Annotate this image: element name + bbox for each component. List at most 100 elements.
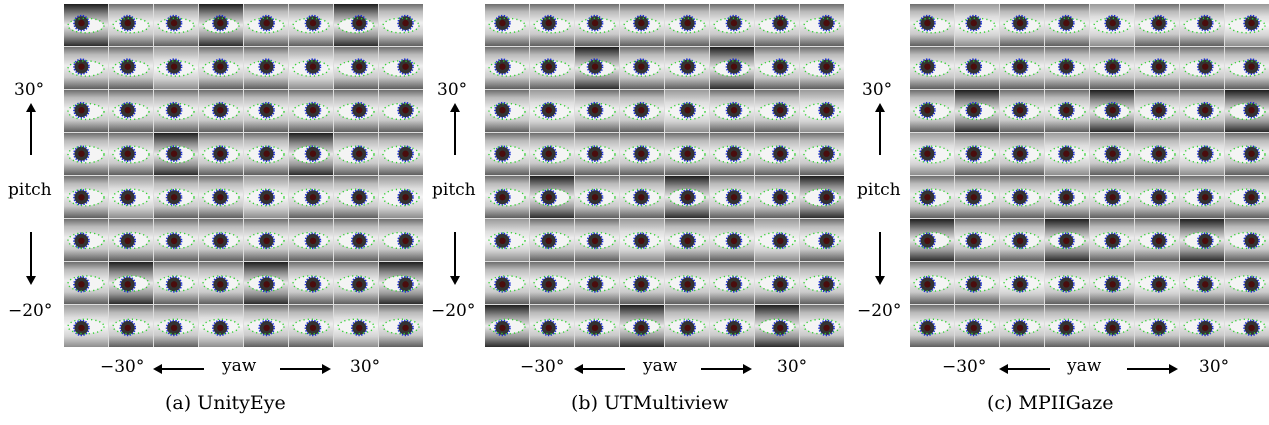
eye-image bbox=[1048, 145, 1086, 164]
eye-image bbox=[382, 275, 420, 293]
eye-image-cell bbox=[910, 305, 954, 347]
eye-image-cell bbox=[1090, 305, 1134, 347]
eye-image-cell bbox=[1045, 90, 1089, 132]
pitch-axis-label: pitch bbox=[432, 180, 476, 200]
eye-image bbox=[668, 275, 706, 293]
eye-image bbox=[488, 145, 526, 164]
eye-image bbox=[1138, 101, 1176, 121]
panel-mpiigaze: 30° pitch −20° −30° yaw 30° (c) MPIIGaze bbox=[847, 0, 1269, 425]
eye-image bbox=[1048, 101, 1086, 121]
eye-image bbox=[1048, 318, 1086, 337]
eye-image bbox=[578, 101, 616, 121]
yaw-axis-label: yaw bbox=[1067, 356, 1102, 376]
eye-image bbox=[1003, 318, 1041, 337]
eye-image bbox=[913, 101, 951, 121]
eye-image-cell bbox=[1180, 90, 1224, 132]
eye-image bbox=[623, 318, 661, 337]
eye-image-cell bbox=[530, 47, 574, 89]
eye-image bbox=[623, 188, 661, 207]
eye-image-cell bbox=[910, 176, 954, 218]
eye-image bbox=[202, 101, 240, 121]
eye-image bbox=[1003, 231, 1041, 250]
eye-image-cell bbox=[530, 90, 574, 132]
eye-image-cell bbox=[755, 90, 799, 132]
eye-image-cell bbox=[109, 219, 153, 261]
eye-image bbox=[202, 231, 240, 250]
eye-image bbox=[758, 275, 796, 293]
eye-image-cell bbox=[64, 219, 108, 261]
eye-image-cell bbox=[109, 90, 153, 132]
arrow-up-icon bbox=[875, 103, 885, 112]
eye-image bbox=[1003, 145, 1041, 164]
eye-image-cell bbox=[1180, 4, 1224, 46]
eye-image bbox=[1183, 275, 1221, 293]
eye-image-cell bbox=[710, 305, 754, 347]
eye-image-cell bbox=[620, 4, 664, 46]
caption-unityeye: (a) UnityEye bbox=[165, 392, 286, 414]
eye-image-cell bbox=[154, 47, 198, 89]
eye-image-cell bbox=[485, 262, 529, 304]
eye-image-cell bbox=[1090, 262, 1134, 304]
eye-image bbox=[1048, 188, 1086, 207]
eye-image-cell bbox=[199, 262, 243, 304]
pitch-down-arrow bbox=[879, 232, 881, 277]
arrow-right-icon bbox=[743, 364, 752, 374]
eye-image bbox=[533, 14, 571, 34]
pitch-bottom-label: −20° bbox=[8, 301, 53, 321]
pitch-bottom-label: −20° bbox=[431, 301, 476, 321]
eye-image-cell bbox=[1225, 133, 1269, 175]
pitch-top-label: 30° bbox=[437, 80, 468, 100]
eye-image-cell bbox=[575, 305, 619, 347]
yaw-left-label: −30° bbox=[520, 357, 565, 377]
eye-image-cell bbox=[289, 219, 333, 261]
eye-image bbox=[578, 318, 616, 337]
eye-image-cell bbox=[1090, 176, 1134, 218]
eye-image bbox=[67, 101, 105, 121]
eye-image-cell bbox=[665, 47, 709, 89]
yaw-left-arrow bbox=[160, 368, 204, 370]
pitch-up-arrow bbox=[30, 110, 32, 155]
eye-image bbox=[382, 188, 420, 207]
eye-image bbox=[202, 145, 240, 164]
eye-image-cell bbox=[665, 90, 709, 132]
eye-image bbox=[157, 145, 195, 164]
eye-image bbox=[623, 145, 661, 164]
eye-image-cell bbox=[1090, 4, 1134, 46]
eye-image-cell bbox=[199, 305, 243, 347]
eye-image-cell bbox=[64, 305, 108, 347]
eye-image-cell bbox=[109, 262, 153, 304]
eye-image bbox=[1138, 231, 1176, 250]
eye-image-cell bbox=[665, 4, 709, 46]
eye-image bbox=[67, 188, 105, 207]
eye-image-cell bbox=[379, 47, 423, 89]
eye-image bbox=[1228, 231, 1266, 250]
eye-image bbox=[913, 58, 951, 77]
eye-image bbox=[157, 14, 195, 34]
eye-image bbox=[292, 275, 330, 293]
eye-image-cell bbox=[755, 4, 799, 46]
eye-image-cell bbox=[530, 262, 574, 304]
eye-image-cell bbox=[1135, 262, 1179, 304]
eye-image-cell bbox=[154, 219, 198, 261]
eye-image bbox=[668, 231, 706, 250]
eye-image bbox=[382, 145, 420, 164]
eye-image-cell bbox=[154, 262, 198, 304]
eye-image-cell bbox=[1225, 305, 1269, 347]
eye-image bbox=[1228, 318, 1266, 337]
eye-image-cell bbox=[1090, 90, 1134, 132]
eye-image bbox=[202, 188, 240, 207]
eye-image-cell bbox=[1225, 176, 1269, 218]
eye-image-cell bbox=[289, 4, 333, 46]
eye-image-cell bbox=[64, 47, 108, 89]
eye-image-cell bbox=[530, 133, 574, 175]
eye-image-cell bbox=[575, 176, 619, 218]
eye-image-cell bbox=[1045, 262, 1089, 304]
eye-image-cell bbox=[334, 133, 378, 175]
eye-image bbox=[758, 14, 796, 34]
arrow-down-icon bbox=[450, 276, 460, 285]
eye-image bbox=[157, 275, 195, 293]
yaw-left-arrow bbox=[1006, 368, 1050, 370]
eye-image bbox=[713, 145, 751, 164]
eye-image bbox=[578, 14, 616, 34]
eye-image bbox=[382, 318, 420, 337]
